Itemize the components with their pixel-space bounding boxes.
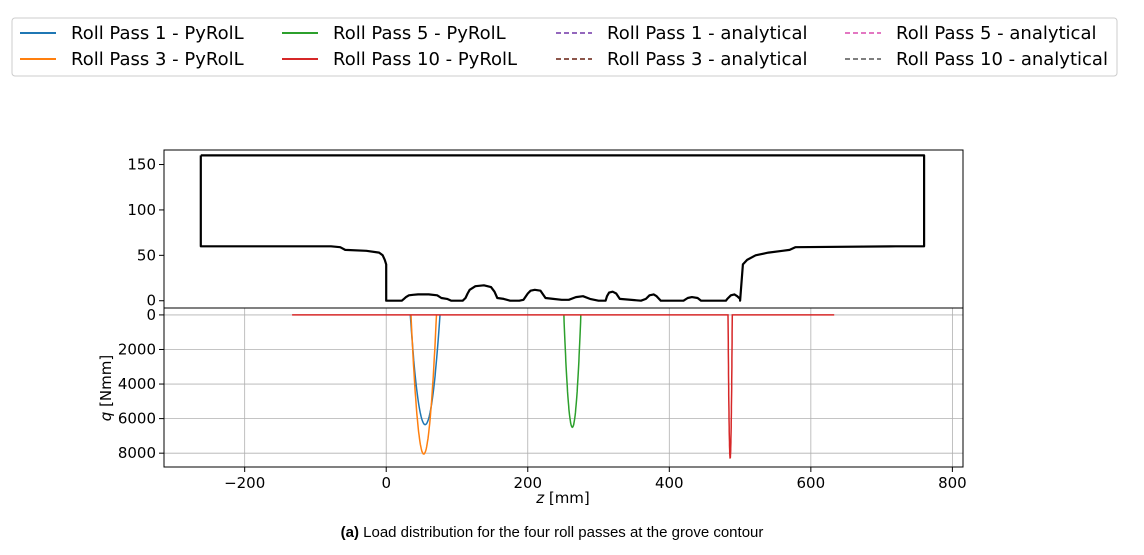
legend: Roll Pass 1 - PyRolL Roll Pass 3 - PyRolL…	[11, 17, 1118, 77]
top-axes-frame	[163, 149, 964, 309]
legend-item: Roll Pass 1 - analytical	[556, 23, 808, 44]
top-ytick-label: 100	[127, 201, 156, 219]
ytick-label: 0	[146, 306, 156, 324]
top-ytick-label: 150	[127, 156, 156, 174]
caption-prefix: (a)	[340, 524, 359, 541]
legend-label: Roll Pass 5 - PyRolL	[333, 23, 506, 44]
groove-contour-line	[199, 154, 926, 302]
xtick-label: 400	[655, 474, 684, 492]
series-line	[292, 314, 835, 459]
legend-label: Roll Pass 3 - PyRolL	[71, 49, 244, 70]
caption-text: Load distribution for the four roll pass…	[358, 524, 764, 541]
legend-label: Roll Pass 1 - analytical	[607, 23, 808, 44]
top-ytick-label: 50	[137, 246, 156, 264]
y-axis-label: q [Nmm]	[97, 355, 115, 421]
figure: Roll Pass 1 - PyRolL Roll Pass 3 - PyRolL…	[11, 17, 1118, 507]
legend-label: Roll Pass 10 - PyRolL	[333, 49, 517, 70]
bottom-axes-border	[163, 307, 964, 468]
legend-item: Roll Pass 1 - PyRolL	[20, 23, 244, 44]
legend-item: Roll Pass 5 - PyRolL	[282, 23, 506, 44]
x-axis-label: z [mm]	[535, 489, 590, 507]
legend-label: Roll Pass 5 - analytical	[896, 23, 1097, 44]
ytick-label: 6000	[118, 410, 156, 428]
xtick-label: 0	[381, 474, 391, 492]
ytick-label: 4000	[118, 375, 156, 393]
legend-item: Roll Pass 10 - analytical	[845, 49, 1108, 70]
ytick-label: 2000	[118, 340, 156, 358]
ytick-label: 8000	[118, 444, 156, 462]
bottom-axes-frame	[163, 307, 964, 468]
groove-contour-panel: 0 50 100 150	[127, 149, 964, 310]
legend-item: Roll Pass 10 - PyRolL	[282, 49, 517, 70]
xtick-label: 200	[513, 474, 542, 492]
top-ytick-label: 0	[146, 292, 156, 310]
xtick-label: −200	[224, 474, 265, 492]
legend-label: Roll Pass 10 - analytical	[896, 49, 1108, 70]
series-line	[409, 314, 441, 426]
legend-item: Roll Pass 3 - analytical	[556, 49, 808, 70]
legend-label: Roll Pass 1 - PyRolL	[71, 23, 244, 44]
xtick-label: 600	[797, 474, 826, 492]
legend-item: Roll Pass 3 - PyRolL	[20, 49, 244, 70]
legend-label: Roll Pass 3 - analytical	[607, 49, 808, 70]
figure-caption: (a) Load distribution for the four roll …	[0, 524, 1104, 541]
xtick-label: 800	[938, 474, 967, 492]
legend-item: Roll Pass 5 - analytical	[845, 23, 1097, 44]
series-line	[410, 314, 438, 455]
series-line	[563, 314, 582, 429]
